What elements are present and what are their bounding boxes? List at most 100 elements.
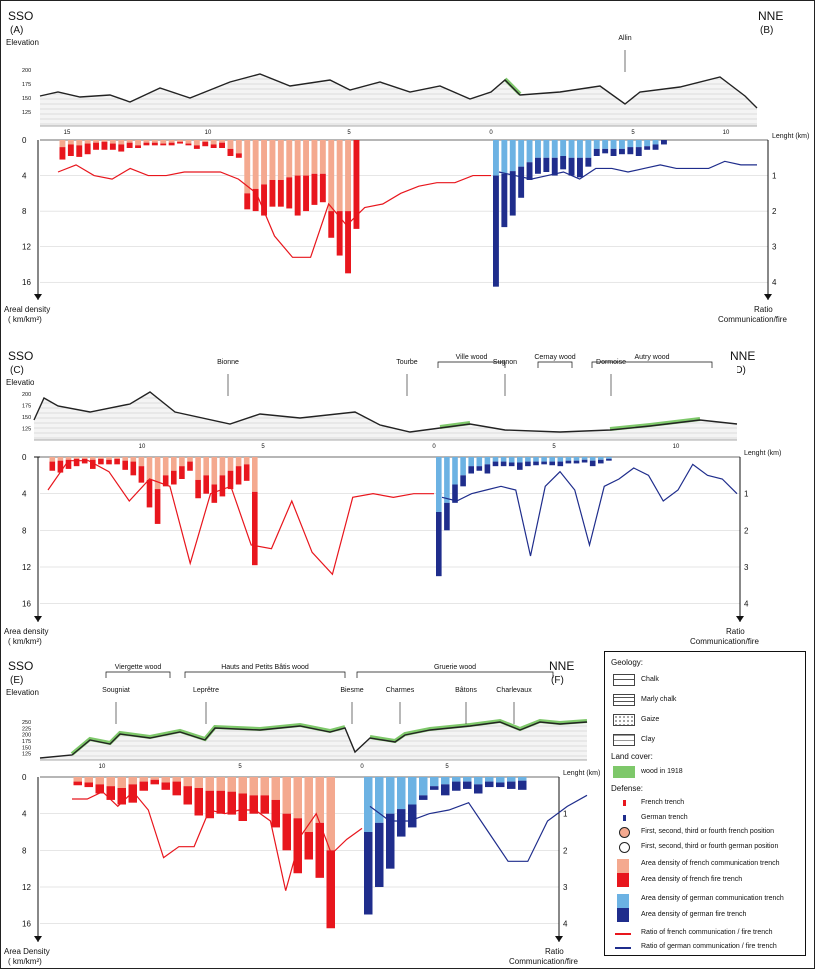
panel-c-d-bar-french-fire xyxy=(65,459,72,469)
panel-a-b-bar-german-comm xyxy=(635,140,642,148)
panel-e-f-bar-german-comm xyxy=(474,777,483,785)
panel-a-b-bar-french-comm xyxy=(286,140,293,178)
panel-a-b-km-tick: 10 xyxy=(723,130,730,136)
panel-a-b-wood-1918 xyxy=(503,77,522,96)
panel-a-b-length-label: Lenght (km) xyxy=(772,133,809,140)
panel-c-d-right-letter: (D) xyxy=(732,365,746,376)
legend-geology-title: Geology: xyxy=(611,658,644,667)
panel-a-b-km-tick: 10 xyxy=(205,130,212,136)
panel-c-d-y-arrow-right xyxy=(736,616,744,622)
french-fire-swatch xyxy=(617,873,629,887)
panel-a-b-bar-german-fire xyxy=(568,157,575,176)
panel-a-b-bar-french-comm xyxy=(277,140,284,180)
panel-c-d-bar-german-comm xyxy=(533,457,539,462)
panel-a-b-bar-french-comm xyxy=(303,140,309,176)
panel-c-d-german-ratio-line xyxy=(441,463,738,557)
panel-e-f-bar-german-fire xyxy=(408,804,417,828)
panel-e-f-wood-bracket xyxy=(184,671,346,678)
panel-c-d-bar-german-fire xyxy=(500,461,507,467)
panel-e-f-bar-german-comm xyxy=(452,777,461,782)
panel-e-f-bar-german-fire xyxy=(518,780,527,790)
panel-c-d-bar-french-fire xyxy=(122,460,128,470)
panel-a-b-bar-german-fire xyxy=(577,157,583,178)
legend-gaize: Gaize xyxy=(641,716,660,723)
french-position-icon xyxy=(619,827,630,838)
panel-a-b-bar-french-comm xyxy=(294,140,301,176)
panel-e-f-right-label: NNE xyxy=(549,659,574,673)
panel-a-b-sky xyxy=(40,36,757,108)
panel-e-f-bar-french-comm xyxy=(304,777,313,832)
panel-e-f-bar-french-comm xyxy=(293,777,302,819)
panel-c-d-km-tick: 5 xyxy=(552,444,556,450)
panel-c-d-bar-french-comm xyxy=(171,457,177,471)
panel-a-b-bar-french-comm xyxy=(319,140,326,174)
french-comm-swatch xyxy=(617,859,629,873)
panel-e-f-length-label: Lenght (km) xyxy=(563,770,600,777)
panel-e-f-bar-french-fire xyxy=(238,793,247,821)
panel-a-b-bar-german-fire xyxy=(535,157,541,174)
panel-e-f-bar-german-fire xyxy=(485,781,494,788)
clay-swatch xyxy=(613,734,635,746)
panel-e-f-river-label: Leprêtre xyxy=(193,687,219,694)
panel-a-b-bar-french-comm xyxy=(345,140,351,212)
panel-a-b-bar-german-fire xyxy=(560,156,567,170)
panel-e-f-bar-french-comm xyxy=(95,777,104,785)
panel-c-d-ratio-tick: 4 xyxy=(744,600,749,609)
legend-french-comm: Area density of french communication tre… xyxy=(641,860,780,867)
panel-a-b-bar-french-comm xyxy=(210,140,217,145)
panel-a-b-ground-profile xyxy=(39,73,758,109)
panel-c-d-ratio-tick: 3 xyxy=(744,563,749,572)
legend-french-position: First, second, third or fourth french po… xyxy=(641,828,775,835)
panel-c-d-bar-french-comm xyxy=(106,457,112,460)
panel-c-d-bar-german-comm xyxy=(589,457,596,461)
panel-a-b-bar-french-comm xyxy=(118,140,125,145)
panel-a-b-bar-french-comm xyxy=(227,140,234,149)
panel-a-b-bar-german-comm xyxy=(610,140,617,149)
panel-c-d-wood-label: Ville wood xyxy=(456,354,488,361)
panel-e-f-km-tick: 5 xyxy=(445,764,449,770)
panel-c-d-bar-french-comm xyxy=(98,457,104,459)
panel-a-b-bar-french-fire xyxy=(261,184,267,216)
panel-c-d-bar-french-fire xyxy=(154,489,161,524)
panel-e-f-bar-french-fire xyxy=(260,795,269,814)
panel-c-d-bar-german-fire xyxy=(549,461,555,466)
panel-a-b-bar-french-fire xyxy=(59,147,66,160)
panel-a-b-elev-tick: 150 xyxy=(22,96,31,102)
panel-a-b-bar-german-fire xyxy=(518,166,525,198)
panel-c-d-bar-french-comm xyxy=(211,457,218,485)
panel-a-b-bar-french-fire xyxy=(101,141,108,150)
panel-a-b-bar-french-comm xyxy=(76,140,83,146)
panel-a-b-ratio-label: Ratio xyxy=(754,305,773,314)
panel-e-f-ground-profile xyxy=(39,721,588,759)
panel-e-f-bar-french-fire xyxy=(271,799,280,828)
panel-c-d-bar-french-fire xyxy=(195,479,201,499)
legend-box: Geology: Chalk Marly chalk Gaize Clay La… xyxy=(604,651,806,956)
panel-a-b-bar-german-fire xyxy=(627,147,634,155)
panel-e-f-km-tick: 5 xyxy=(238,764,242,770)
panel-e-f-river-label: Bâtons xyxy=(455,687,477,694)
panel-e-f-bar-german-comm xyxy=(507,777,516,782)
panel-a-b-bar-german-fire xyxy=(509,171,516,216)
german-ratio-swatch xyxy=(615,947,631,949)
panel-c-d-bar-french-fire xyxy=(138,466,145,483)
panel-a-b-y-arrow-left xyxy=(34,294,42,300)
panel-e-f-bar-french-fire xyxy=(84,782,93,788)
panel-c-d-wood-label: Autry wood xyxy=(634,354,669,361)
panel-c-d-bar-german-fire xyxy=(541,461,547,465)
panel-e-f-bar-french-comm xyxy=(216,777,225,791)
panel-a-b-bar-german-comm xyxy=(493,140,499,176)
panel-c-d-left-label: SSO xyxy=(8,349,33,363)
panel-e-f-y-arrow-right xyxy=(555,936,563,942)
panel-e-f-right-letter: (F) xyxy=(551,675,564,686)
panel-e-f-bar-german-comm xyxy=(441,777,450,785)
panel-e-f-bar-french-comm xyxy=(172,777,181,782)
panel-e-f-bar-french-fire xyxy=(73,781,82,786)
panel-e-f-bar-french-fire xyxy=(194,788,203,816)
legend-wood: wood in 1918 xyxy=(641,768,683,775)
panel-c-d-bar-french-fire xyxy=(90,459,96,469)
panel-c-d-bar-french-fire xyxy=(211,484,218,503)
panel-e-f-river-label: Charmes xyxy=(386,687,415,694)
panel-a-b-bar-german-comm xyxy=(509,140,516,172)
panel-a-b-bar-french-comm xyxy=(101,140,108,142)
panel-a-b-bar-german-fire xyxy=(501,173,508,228)
